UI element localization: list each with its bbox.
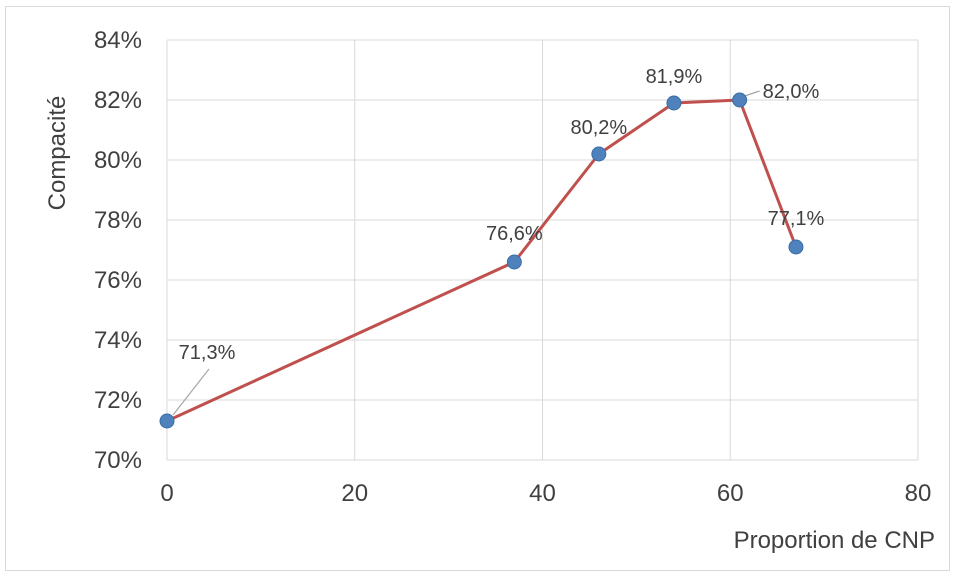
y-tick-label: 72% — [94, 387, 142, 414]
data-point — [159, 413, 175, 429]
data-point — [506, 254, 522, 270]
x-tick-label: 80 — [905, 480, 932, 507]
data-label: 71,3% — [179, 342, 236, 364]
y-tick-label: 82% — [94, 87, 142, 114]
data-point — [732, 92, 748, 108]
x-tick-label: 0 — [160, 480, 173, 507]
y-tick-labels: 70% 72% 74% 76% 78% 80% 82% 84% — [94, 27, 142, 474]
data-points — [159, 92, 804, 429]
x-tick-label: 40 — [529, 480, 556, 507]
data-point — [666, 95, 682, 111]
gridlines — [166, 39, 919, 461]
label-leader-lines — [172, 90, 760, 416]
data-label: 80,2% — [570, 117, 627, 139]
x-tick-label: 60 — [717, 480, 744, 507]
data-label: 82,0% — [763, 81, 820, 103]
x-tick-label: 20 — [341, 480, 368, 507]
y-tick-label: 70% — [94, 447, 142, 474]
y-axis-title: Compacité — [44, 96, 71, 211]
y-tick-label: 76% — [94, 267, 142, 294]
y-tick-label: 74% — [94, 327, 142, 354]
y-tick-label: 80% — [94, 147, 142, 174]
data-label: 76,6% — [486, 223, 543, 245]
series-line — [166, 98, 798, 423]
label-leader-line — [172, 368, 210, 416]
y-tick-label: 78% — [94, 207, 142, 234]
data-labels: 71,3% 76,6% 80,2% 81,9% 82,0% 77,1% — [179, 66, 825, 364]
data-label: 77,1% — [768, 208, 825, 230]
data-point — [788, 239, 804, 255]
data-label: 81,9% — [646, 66, 703, 88]
x-axis-title: Proportion de CNP — [734, 527, 935, 554]
y-tick-label: 84% — [94, 27, 142, 54]
label-leader-line — [744, 90, 760, 97]
series-lines — [166, 98, 798, 423]
x-tick-labels: 0 20 40 60 80 — [160, 480, 931, 507]
data-point — [591, 146, 607, 162]
